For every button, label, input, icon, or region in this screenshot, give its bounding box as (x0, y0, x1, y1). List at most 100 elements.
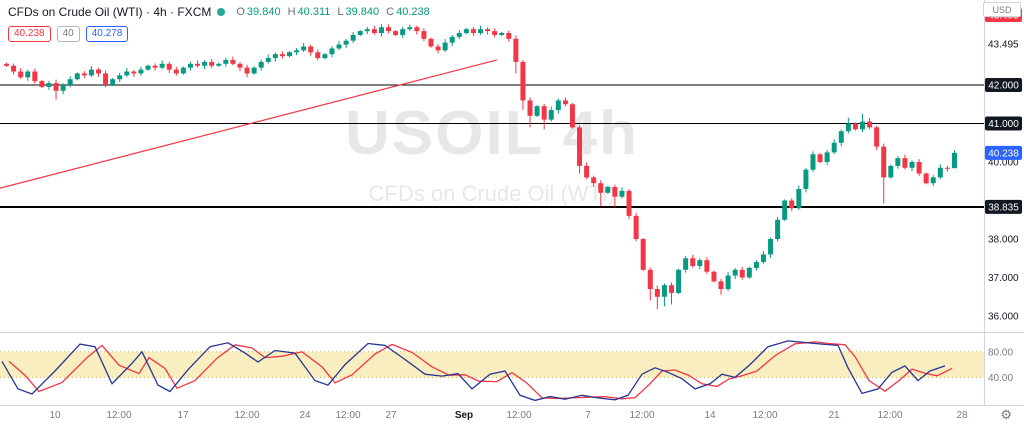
candle (329, 48, 335, 55)
candle (555, 100, 561, 111)
current-price-tag-bg[interactable] (985, 145, 1022, 160)
candle (605, 187, 611, 193)
time-axis-label[interactable]: 27 (385, 410, 397, 421)
line-price-tag-bg[interactable] (985, 199, 1022, 214)
candle (53, 83, 59, 91)
candle (166, 63, 172, 70)
candle (916, 162, 922, 174)
candle (683, 258, 689, 270)
time-axis-label[interactable]: 12:00 (877, 410, 902, 421)
line-price-tag-bg[interactable] (985, 116, 1022, 131)
time-axis-label[interactable]: 12:00 (752, 410, 777, 421)
candle (32, 71, 38, 82)
candle (25, 71, 31, 78)
time-axis-label[interactable]: 24 (299, 410, 311, 421)
candle (357, 31, 363, 35)
close-label: C (386, 6, 395, 18)
time-axis-label[interactable]: 12:00 (506, 410, 531, 421)
candle (244, 67, 250, 74)
candle (513, 38, 519, 62)
time-axis-label[interactable]: 7 (585, 410, 591, 421)
close-value: 40.238 (396, 6, 430, 18)
candle (492, 31, 498, 35)
time-axis-label[interactable]: 12:00 (106, 410, 131, 421)
time-axis-label[interactable]: 10 (49, 410, 61, 421)
candle (506, 33, 512, 39)
candle (223, 59, 229, 64)
candle (110, 79, 116, 85)
candle (888, 165, 894, 178)
candle (272, 54, 278, 59)
candle (760, 254, 766, 263)
candle (661, 285, 667, 297)
market-status-icon[interactable] (217, 8, 226, 16)
time-axis-label[interactable]: 12:00 (335, 410, 360, 421)
candle (718, 281, 724, 290)
currency-toggle-button[interactable]: USD (983, 2, 1021, 17)
candle (838, 131, 844, 143)
price-label-level[interactable]: 40 (56, 26, 80, 42)
pane-settings-gear-icon[interactable]: ⚙ (1000, 407, 1012, 422)
candle (230, 59, 236, 64)
chart-legend: CFDs on Crude Oil (WTI) · 4h · FXCM O 39.… (8, 5, 430, 42)
candle (499, 33, 505, 35)
time-axis-label[interactable]: 17 (177, 410, 189, 421)
trendline[interactable] (0, 59, 498, 189)
candle (187, 63, 193, 68)
candle (371, 29, 377, 34)
candle (831, 142, 837, 153)
candle (881, 146, 887, 178)
candle (711, 271, 717, 282)
candle (803, 169, 809, 189)
time-axis-label[interactable]: 12:00 (234, 410, 259, 421)
high-value: 40.311 (297, 6, 331, 18)
line-price-tag[interactable]: 38.835 (988, 202, 1019, 213)
candle (67, 79, 73, 85)
candle (414, 27, 420, 32)
candle (633, 215, 639, 239)
line-price-tag[interactable]: 41.000 (988, 119, 1019, 130)
candle (180, 67, 186, 74)
candle (654, 289, 660, 297)
candle (768, 239, 774, 255)
candle (937, 167, 943, 178)
time-axis-label[interactable]: 21 (828, 410, 840, 421)
price-label-sell[interactable]: 40.238 (8, 26, 51, 42)
candle (541, 106, 547, 120)
candle (301, 46, 307, 51)
time-axis-label[interactable]: 12:00 (629, 410, 654, 421)
ohlc-readout: O 39.840 H 40.311 L 39.840 C 40.238 (231, 6, 429, 18)
candle (619, 190, 625, 197)
candle (548, 110, 554, 120)
symbol-title[interactable]: CFDs on Crude Oil (WTI) · 4h · FXCM (8, 5, 212, 19)
candle (364, 29, 370, 32)
candle (463, 29, 469, 34)
price-label-buy[interactable]: 40.278 (85, 26, 129, 42)
candle (647, 269, 653, 290)
time-axis-label[interactable]: 28 (956, 410, 968, 421)
candle (195, 63, 201, 66)
candle (577, 127, 583, 166)
candle (867, 121, 873, 128)
candle (279, 54, 285, 57)
line-price-tag-bg[interactable] (985, 78, 1022, 92)
candle (874, 127, 880, 147)
candle (591, 177, 597, 184)
candle (251, 67, 257, 74)
price-axis-label: 36.000 (988, 312, 1019, 323)
candle (138, 69, 144, 74)
candle (39, 81, 45, 87)
candle (145, 65, 151, 70)
price-axis-label: 37.000 (988, 273, 1019, 284)
candle (152, 65, 158, 68)
candle (527, 100, 533, 116)
line-price-tag[interactable]: 42.000 (988, 81, 1019, 92)
candle (88, 69, 94, 76)
stoch-axis-label: 40.00 (988, 373, 1013, 384)
time-axis-label[interactable]: Sep (455, 410, 473, 421)
stoch-axis-label: 80.00 (988, 347, 1013, 358)
current-price-tag[interactable]: 40.238 (988, 148, 1019, 159)
time-axis-label[interactable]: 14 (704, 410, 716, 421)
